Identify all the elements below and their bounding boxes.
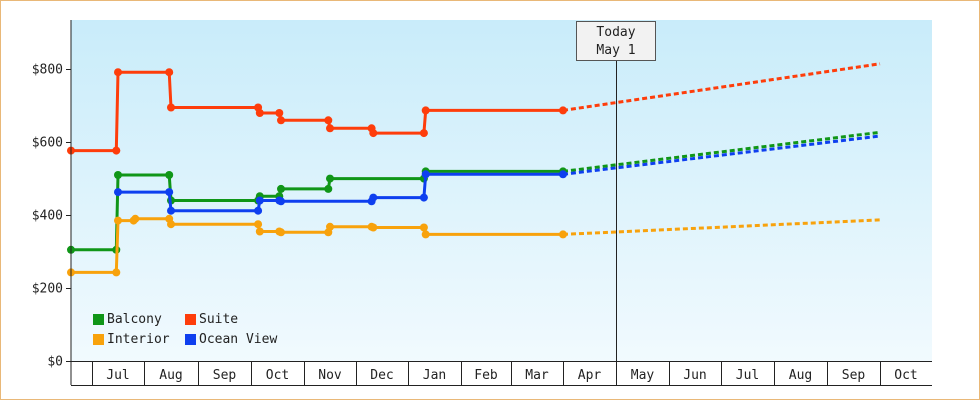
data-point <box>277 184 285 193</box>
y-tick-label: $0 <box>47 355 63 370</box>
data-point <box>114 171 122 179</box>
legend-label: Balcony <box>107 312 162 327</box>
legend-swatch <box>93 334 104 345</box>
legend-item: Ocean View <box>185 332 277 347</box>
data-point <box>559 230 567 239</box>
data-point <box>167 206 175 215</box>
legend-item: Balcony <box>93 312 162 327</box>
x-tick-label: Oct <box>894 368 917 383</box>
data-point <box>326 222 334 231</box>
data-point <box>112 146 121 155</box>
legend-swatch <box>185 314 196 325</box>
legend-label: Suite <box>199 312 239 327</box>
data-point <box>275 109 284 117</box>
data-point <box>419 193 428 202</box>
x-tick-label: Jul <box>106 368 129 383</box>
data-point <box>131 214 140 223</box>
data-point <box>255 109 264 117</box>
data-point <box>114 68 122 77</box>
x-tick-label: Jul <box>736 368 759 383</box>
series-projection-interior <box>562 218 881 236</box>
y-tick-label: $600 <box>32 136 63 151</box>
legend-swatch <box>93 314 104 325</box>
today-marker-box: Today May 1 <box>576 21 656 61</box>
x-tick-label: Nov <box>318 368 342 383</box>
y-tick-label: $200 <box>32 282 63 297</box>
y-tick-label: $400 <box>32 209 63 224</box>
today-date: May 1 <box>596 43 636 58</box>
x-tick-label: Mar <box>525 368 549 383</box>
data-point <box>114 216 122 225</box>
x-tick-label: Jan <box>423 368 446 383</box>
x-tick-label: Sep <box>213 368 237 383</box>
series-projection-ocean-view <box>562 134 881 176</box>
x-tick-label: Jun <box>683 368 706 383</box>
legend-item: Suite <box>185 312 238 327</box>
x-tick-label: May <box>631 368 655 383</box>
data-point <box>114 188 122 197</box>
data-point <box>165 188 174 197</box>
legend-label: Ocean View <box>199 332 278 347</box>
data-point <box>112 268 121 277</box>
data-point <box>277 228 285 237</box>
y-tick-label: $800 <box>32 63 63 78</box>
x-tick-label: Sep <box>842 368 866 383</box>
data-point <box>559 106 567 115</box>
x-tick-label: Aug <box>789 368 812 383</box>
data-point <box>369 129 378 138</box>
plot-background <box>71 20 932 361</box>
data-point <box>419 223 428 232</box>
data-point <box>324 116 333 125</box>
data-point <box>326 174 334 183</box>
data-point <box>165 68 174 77</box>
series-projection-balcony <box>562 130 881 173</box>
data-point <box>255 196 264 205</box>
data-point <box>254 206 263 215</box>
data-point <box>421 170 430 179</box>
x-tick-label: Apr <box>578 368 602 383</box>
today-label: Today <box>596 25 636 40</box>
x-tick-label: Feb <box>474 368 498 383</box>
legend-item: Interior <box>93 332 170 347</box>
data-point <box>167 220 175 229</box>
data-point <box>165 171 174 179</box>
data-point <box>277 197 285 206</box>
legend-label: Interior <box>107 332 170 347</box>
data-point <box>421 230 430 239</box>
series-line-balcony <box>71 169 563 252</box>
data-point <box>255 227 264 236</box>
data-point <box>326 124 334 133</box>
data-point <box>254 220 263 229</box>
x-tick-label: Aug <box>159 368 182 383</box>
legend-swatch <box>185 334 196 345</box>
data-point <box>324 184 333 193</box>
series-projection-suite <box>562 62 881 112</box>
data-point <box>419 129 428 138</box>
data-point <box>421 106 430 115</box>
data-point <box>369 223 378 232</box>
data-point <box>277 116 285 125</box>
data-point <box>559 170 567 179</box>
x-tick-label: Dec <box>370 368 393 383</box>
data-point <box>369 193 378 202</box>
data-point <box>167 103 175 112</box>
x-tick-label: Oct <box>266 368 289 383</box>
